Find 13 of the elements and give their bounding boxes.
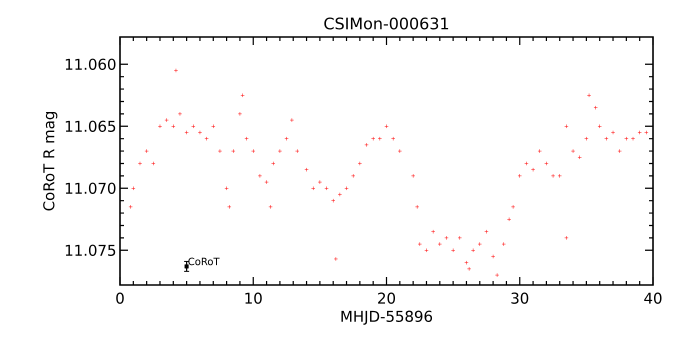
y-tick-label: 11.060: [66, 58, 116, 70]
x-tick-label: 40: [644, 292, 662, 304]
x-tick-label: 20: [378, 292, 396, 304]
annotation: CoRoT: [188, 258, 220, 266]
x-axis-title: MHJD-55896: [341, 310, 432, 325]
x-tick-label: 10: [245, 292, 262, 304]
y-tick-label: 11.070: [66, 182, 116, 194]
x-tick-label: 0: [116, 292, 124, 304]
chart-title: CSIMon-000631: [324, 17, 448, 30]
y-axis-title: CoRoT R mag: [43, 112, 58, 210]
y-tick-label: 11.065: [66, 120, 116, 132]
y-tick-label: 11.075: [66, 244, 116, 256]
x-tick-label: 30: [511, 292, 528, 304]
